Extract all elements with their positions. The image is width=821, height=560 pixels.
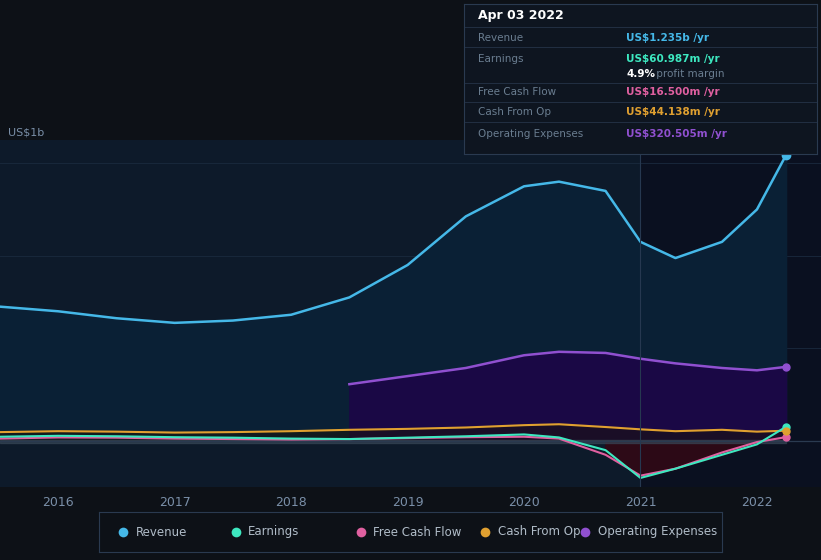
Text: US$320.505m /yr: US$320.505m /yr: [626, 129, 727, 139]
Text: US$1.235b /yr: US$1.235b /yr: [626, 32, 709, 43]
Text: profit margin: profit margin: [653, 69, 724, 79]
Text: US$1b: US$1b: [8, 127, 44, 137]
Text: US$44.138m /yr: US$44.138m /yr: [626, 108, 720, 117]
Text: Earnings: Earnings: [478, 54, 524, 64]
Text: US$16.500m /yr: US$16.500m /yr: [626, 87, 720, 97]
Text: Free Cash Flow: Free Cash Flow: [478, 87, 556, 97]
Text: US$60.987m /yr: US$60.987m /yr: [626, 54, 720, 64]
Text: Operating Expenses: Operating Expenses: [598, 525, 717, 539]
Text: 4.9%: 4.9%: [626, 69, 655, 79]
Text: Cash From Op: Cash From Op: [478, 108, 551, 117]
Text: Free Cash Flow: Free Cash Flow: [373, 525, 461, 539]
Text: Cash From Op: Cash From Op: [498, 525, 580, 539]
Text: Apr 03 2022: Apr 03 2022: [478, 8, 564, 22]
Text: Revenue: Revenue: [136, 525, 187, 539]
Text: Revenue: Revenue: [478, 32, 523, 43]
Bar: [640, 140, 821, 487]
Text: Earnings: Earnings: [248, 525, 300, 539]
Text: Operating Expenses: Operating Expenses: [478, 129, 583, 139]
